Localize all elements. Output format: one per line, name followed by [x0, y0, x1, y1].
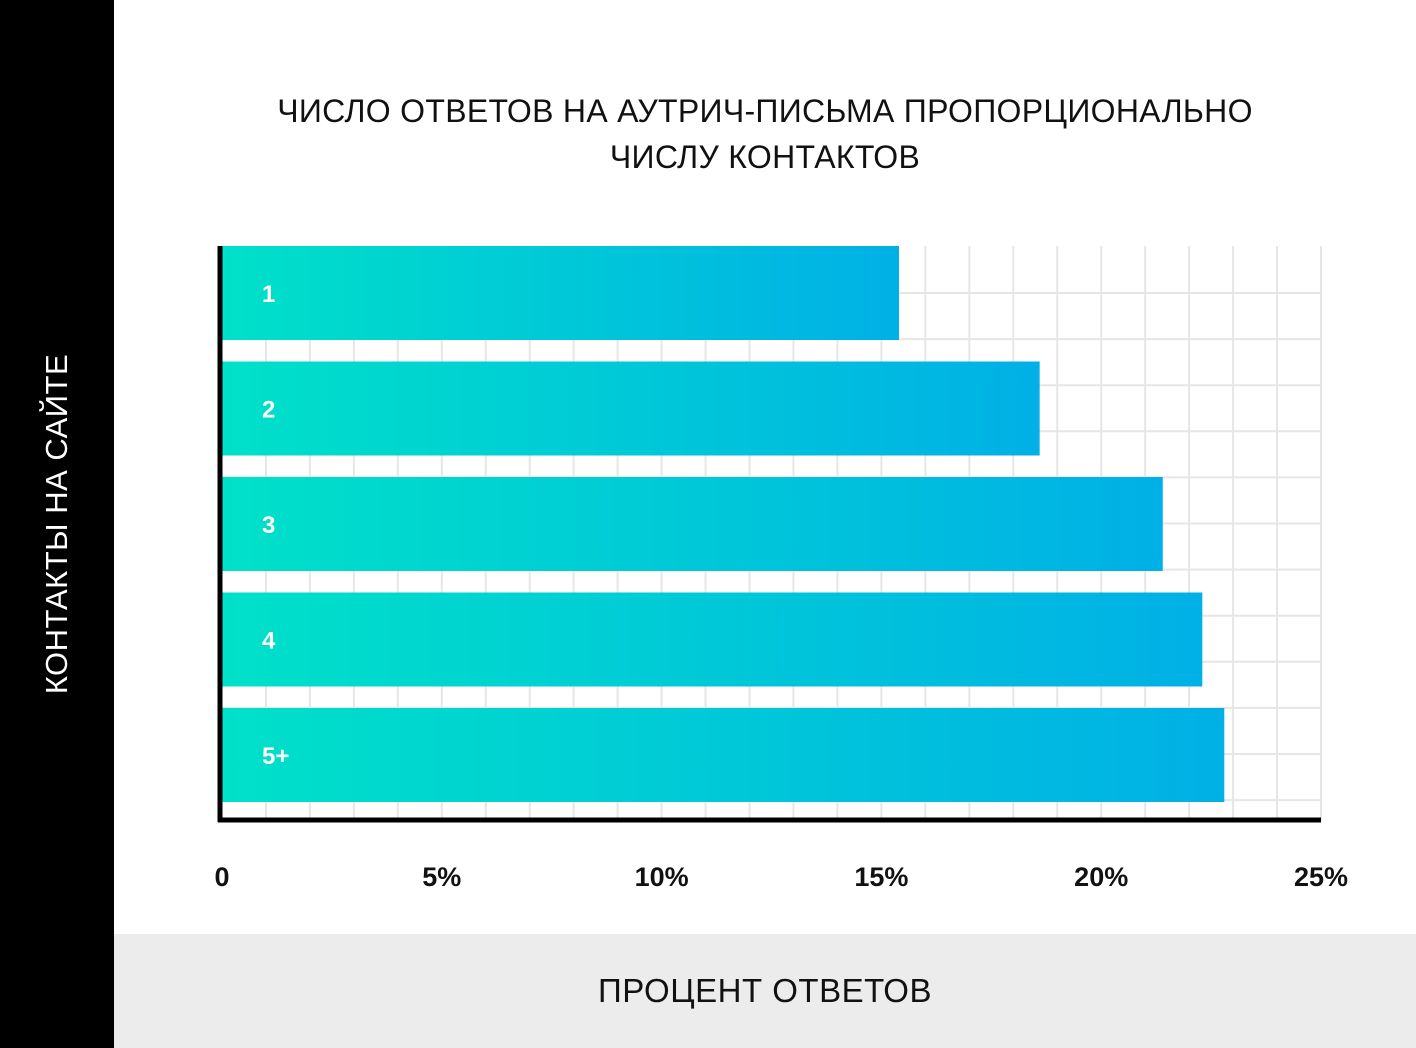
bar-2: [222, 361, 1040, 456]
chart-title: ЧИСЛО ОТВЕТОВ НА АУТРИЧ-ПИСЬМА ПРОПОРЦИО…: [114, 88, 1416, 180]
bar-1: [222, 246, 899, 340]
x-axis-label: ПРОЦЕНТ ОТВЕТОВ: [598, 972, 932, 1009]
x-tick-label: 10%: [635, 862, 689, 892]
bar-5: [222, 708, 1225, 802]
bar-category-label: 4: [262, 628, 276, 655]
x-axis-band: ПРОЦЕНТ ОТВЕТОВ: [114, 934, 1416, 1048]
bar-category-label: 3: [262, 512, 275, 539]
x-tick-label: 25%: [1294, 862, 1348, 892]
x-tick-label: 5%: [422, 862, 461, 892]
bar-3: [222, 477, 1163, 571]
bar-chart-plot: 1 2 3 4 5+ 0 5% 10% 15% 20% 25%: [214, 246, 1348, 892]
bar-category-label: 2: [262, 397, 275, 424]
x-tick-label: 20%: [1074, 862, 1128, 892]
chart-title-line-2: ЧИСЛУ КОНТАКТОВ: [609, 139, 921, 175]
bar-category-label: 1: [262, 281, 275, 308]
chart-title-line-1: ЧИСЛО ОТВЕТОВ НА АУТРИЧ-ПИСЬМА ПРОПОРЦИО…: [277, 93, 1253, 129]
bar-category-label: 5+: [262, 743, 289, 770]
x-tick-label: 15%: [854, 862, 908, 892]
x-tick-label: 0: [214, 862, 229, 892]
y-axis-band: КОНТАКТЫ НА САЙТЕ: [0, 0, 114, 1048]
bar-4: [222, 592, 1203, 687]
